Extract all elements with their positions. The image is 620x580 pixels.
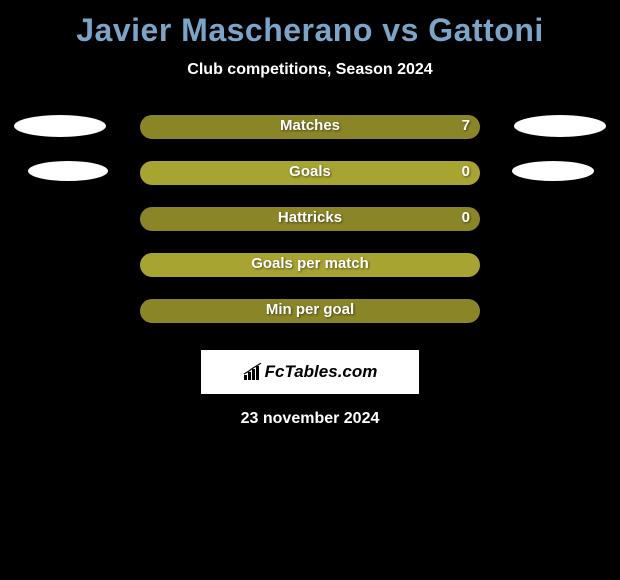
stat-value: 0 — [462, 163, 470, 180]
logo-text: FcTables.com — [265, 362, 378, 382]
logo-box: FcTables.com — [201, 350, 419, 394]
stat-value: 7 — [462, 117, 470, 134]
stat-label: Hattricks — [140, 209, 480, 226]
date: 23 november 2024 — [0, 410, 620, 428]
subtitle: Club competitions, Season 2024 — [0, 61, 620, 79]
stat-label: Min per goal — [140, 301, 480, 318]
logo-content: FcTables.com — [243, 362, 378, 382]
stat-row-goals: Goals 0 — [0, 161, 620, 207]
stat-row-matches: Matches 7 — [0, 115, 620, 161]
chart-icon — [243, 363, 263, 381]
stat-label: Goals per match — [140, 255, 480, 272]
stat-label: Matches — [140, 117, 480, 134]
page-title: Javier Mascherano vs Gattoni — [0, 0, 620, 49]
stat-label: Goals — [140, 163, 480, 180]
stats-container: Matches 7 Goals 0 Hattricks 0 Goals per … — [0, 115, 620, 345]
stat-row-hattricks: Hattricks 0 — [0, 207, 620, 253]
stat-row-min-per-goal: Min per goal — [0, 299, 620, 345]
stat-value: 0 — [462, 209, 470, 226]
stat-row-goals-per-match: Goals per match — [0, 253, 620, 299]
